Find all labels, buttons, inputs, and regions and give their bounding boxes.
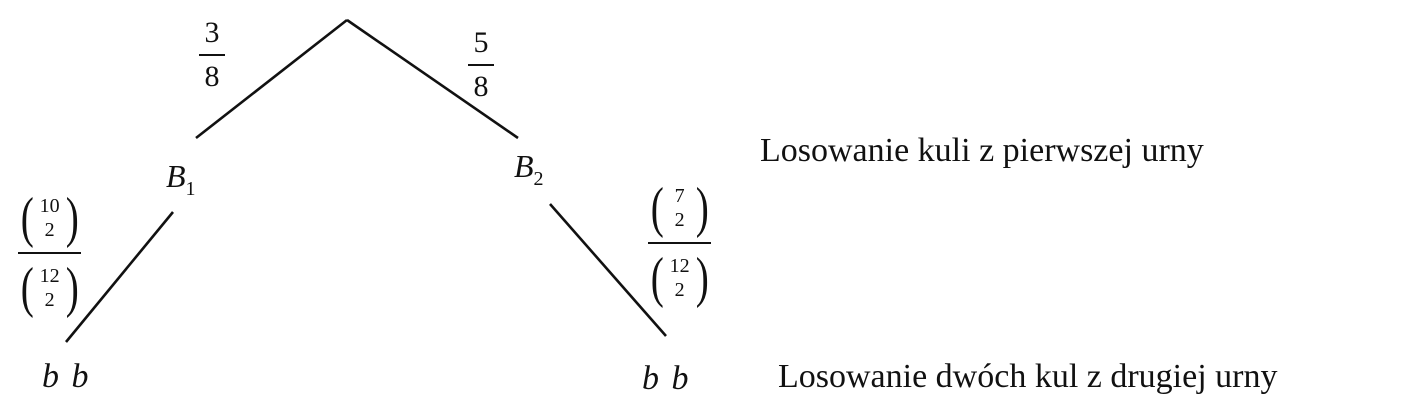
binomial-bottom: 2	[674, 279, 685, 301]
fraction-bar	[648, 242, 712, 244]
right-paren: )	[65, 257, 79, 319]
binomial-numerator: ( 7 2 )	[648, 180, 711, 236]
probability-right-second: ( 7 2 ) ( 12 2 )	[648, 180, 712, 306]
fraction-numerator: 3	[204, 16, 220, 49]
right-paren: )	[695, 177, 709, 239]
binomial-bottom: 2	[44, 219, 55, 241]
binomial-stack: 10 2	[37, 194, 63, 242]
probability-left-first: 3 8	[199, 18, 225, 92]
binomial-denominator: ( 12 2 )	[18, 260, 81, 316]
probability-right-first: 5 8	[468, 28, 494, 102]
binomial-top: 7	[674, 185, 685, 207]
fraction-numerator: 5	[473, 26, 489, 59]
binomial-top: 10	[39, 195, 60, 217]
right-paren: )	[65, 187, 79, 249]
node-subscript: 1	[185, 178, 196, 200]
branch-b2-to-leaf	[549, 203, 667, 337]
binomial-top: 12	[39, 265, 60, 287]
node-b2: B2	[514, 148, 544, 191]
fraction-bar	[199, 54, 225, 56]
binomial-bottom: 2	[44, 289, 55, 311]
fraction-bar	[468, 64, 494, 66]
node-symbol: B	[514, 148, 534, 184]
binomial-stack: 12 2	[667, 254, 693, 302]
fraction-denominator: 8	[204, 60, 220, 93]
binomial-stack: 12 2	[37, 264, 63, 312]
binomial-numerator: ( 10 2 )	[18, 190, 81, 246]
probability-left-second: ( 10 2 ) ( 12 2 )	[18, 190, 82, 316]
branch-root-to-b1	[195, 18, 348, 140]
node-symbol: B	[166, 158, 186, 194]
binomial-stack: 7 2	[667, 184, 693, 232]
leaf-right: b b	[642, 360, 689, 397]
fraction-denominator: 8	[473, 70, 489, 103]
left-paren: (	[20, 257, 34, 319]
leaf-left: b b	[42, 358, 89, 395]
fraction-bar	[18, 252, 82, 254]
left-paren: (	[20, 187, 34, 249]
binomial-top: 12	[669, 255, 690, 277]
branch-root-to-b2	[346, 18, 519, 140]
left-paren: (	[650, 177, 664, 239]
stage-label-second: Losowanie dwóch kul z drugiej urny	[778, 358, 1278, 395]
branch-b1-to-leaf	[64, 211, 175, 343]
binomial-denominator: ( 12 2 )	[648, 250, 711, 306]
right-paren: )	[695, 247, 709, 309]
stage-label-first: Losowanie kuli z pierwszej urny	[760, 132, 1204, 169]
node-subscript: 2	[533, 168, 544, 190]
node-b1: B1	[166, 158, 196, 201]
binomial-bottom: 2	[674, 209, 685, 231]
left-paren: (	[650, 247, 664, 309]
